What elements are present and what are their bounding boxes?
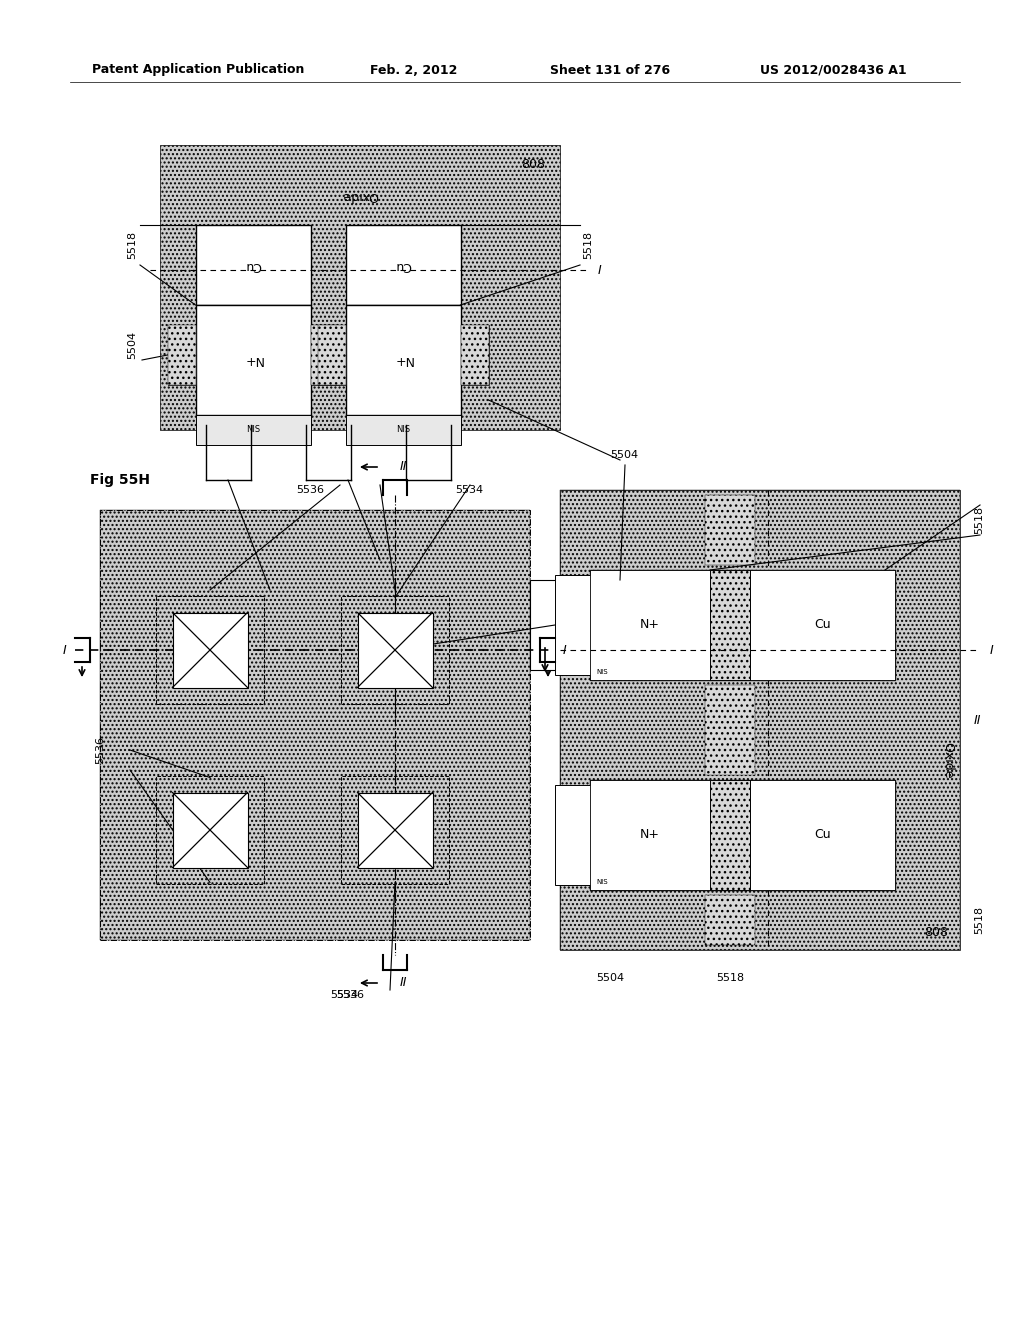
Text: Cu: Cu xyxy=(814,829,830,842)
Text: N+: N+ xyxy=(243,354,263,367)
Bar xyxy=(317,325,345,385)
Bar xyxy=(590,570,710,680)
Bar xyxy=(310,325,339,385)
Text: NIS: NIS xyxy=(596,669,608,675)
Bar xyxy=(345,224,461,305)
Text: NIS: NIS xyxy=(246,425,260,434)
Bar xyxy=(560,490,961,950)
Text: 5536: 5536 xyxy=(95,737,105,764)
Bar xyxy=(100,510,530,940)
Text: 808: 808 xyxy=(521,158,545,172)
Text: Oxide: Oxide xyxy=(941,742,954,779)
Bar xyxy=(310,325,339,385)
Text: I: I xyxy=(563,644,567,656)
Text: US 2012/0028436 A1: US 2012/0028436 A1 xyxy=(760,63,906,77)
Text: Fig 55H: Fig 55H xyxy=(90,473,150,487)
Bar xyxy=(461,325,488,385)
Bar xyxy=(172,612,248,688)
Text: I: I xyxy=(63,644,67,656)
Bar xyxy=(160,145,560,430)
Bar xyxy=(345,305,461,414)
Bar xyxy=(590,780,895,890)
Bar xyxy=(590,780,710,890)
Text: 5504: 5504 xyxy=(127,331,137,359)
Bar xyxy=(196,414,310,445)
Text: Patent Application Publication: Patent Application Publication xyxy=(92,63,304,77)
Bar xyxy=(530,579,580,671)
Bar xyxy=(705,895,755,945)
Text: 5534: 5534 xyxy=(455,484,483,495)
Bar xyxy=(172,792,248,867)
Text: 808: 808 xyxy=(924,925,948,939)
Text: 5518: 5518 xyxy=(974,506,984,535)
Bar xyxy=(560,490,961,950)
Text: NIS: NIS xyxy=(396,425,410,434)
Text: II: II xyxy=(399,977,407,990)
Text: N+: N+ xyxy=(640,829,660,842)
Bar xyxy=(168,325,196,385)
Text: 5518: 5518 xyxy=(974,906,984,935)
Bar xyxy=(710,780,750,890)
Text: Sheet 131 of 276: Sheet 131 of 276 xyxy=(550,63,670,77)
Text: I: I xyxy=(598,264,602,276)
Text: N+: N+ xyxy=(640,619,660,631)
Text: 5518: 5518 xyxy=(127,231,137,259)
Text: Oxide: Oxide xyxy=(342,189,378,202)
Text: II: II xyxy=(399,461,407,474)
Text: Cu: Cu xyxy=(394,259,412,272)
Text: 5534: 5534 xyxy=(330,990,358,1001)
Bar xyxy=(196,305,310,414)
Text: 5536: 5536 xyxy=(296,484,324,495)
Text: 5536: 5536 xyxy=(336,990,364,1001)
Bar xyxy=(357,792,432,867)
Bar xyxy=(555,576,595,675)
Text: Cu: Cu xyxy=(245,259,261,272)
Text: 5504: 5504 xyxy=(596,973,624,983)
Text: Cu: Cu xyxy=(814,619,830,631)
Bar xyxy=(710,570,750,680)
Bar xyxy=(196,224,310,305)
Text: Feb. 2, 2012: Feb. 2, 2012 xyxy=(370,63,458,77)
Bar xyxy=(156,776,264,884)
Bar xyxy=(168,325,196,385)
Bar xyxy=(100,510,530,940)
Bar xyxy=(156,595,264,705)
Text: 5504: 5504 xyxy=(610,450,638,459)
Bar xyxy=(705,495,755,565)
Bar xyxy=(590,570,895,680)
Bar xyxy=(710,570,750,680)
Text: I: I xyxy=(990,644,993,656)
Bar xyxy=(705,685,755,775)
Bar xyxy=(357,612,432,688)
Text: NIS: NIS xyxy=(596,879,608,884)
Text: 5518: 5518 xyxy=(716,973,744,983)
Bar xyxy=(341,776,450,884)
Bar xyxy=(555,785,595,884)
Bar xyxy=(710,780,750,890)
Text: II: II xyxy=(974,714,981,726)
Bar xyxy=(750,780,895,890)
Bar xyxy=(461,325,488,385)
Bar xyxy=(341,595,450,705)
Bar xyxy=(345,414,461,445)
Text: 5518: 5518 xyxy=(583,231,593,259)
Text: N+: N+ xyxy=(393,354,413,367)
Bar xyxy=(750,570,895,680)
Bar xyxy=(317,325,345,385)
